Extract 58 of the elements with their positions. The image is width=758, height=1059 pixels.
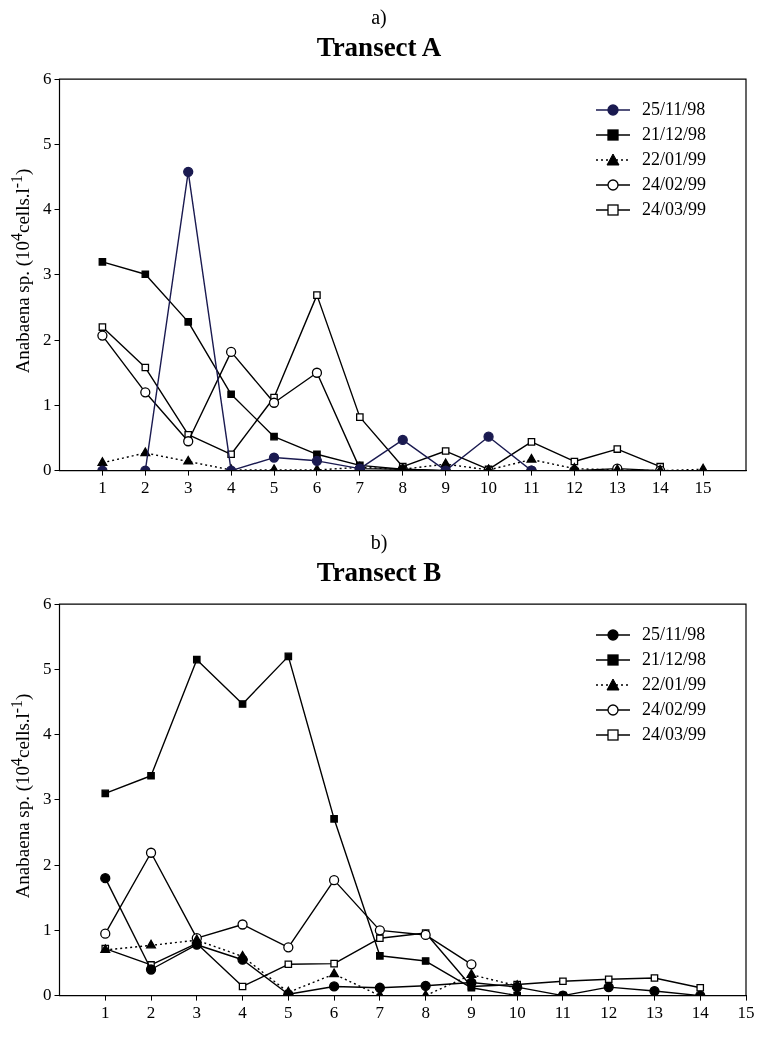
x-tick-label: 12 [600,1003,618,1023]
x-tick-label: 2 [141,478,150,498]
x-tick-label: 10 [480,478,498,498]
y-tick-label: 1 [43,919,52,939]
legend-label: 24/03/99 [642,723,707,747]
x-tick-label: 5 [284,1003,293,1023]
y-tick-label: 0 [43,460,52,480]
x-tick-label: 11 [523,478,540,498]
x-tick-label: 1 [98,478,107,498]
x-tick-label: 15 [694,478,712,498]
x-tick-label: 7 [375,1003,385,1023]
y-tick-label: 1 [43,394,52,414]
x-tick-label: 6 [312,478,322,498]
legend-label: 22/01/99 [642,673,707,697]
x-tick-label: 9 [441,478,450,498]
y-tick-label: 5 [43,658,52,678]
x-tick-label: 8 [421,1003,430,1023]
x-tick-label: 8 [398,478,407,498]
legend-label: 25/11/98 [642,98,706,122]
legend-label: 22/01/99 [642,148,707,172]
x-tick-label: 13 [608,478,626,498]
y-tick-label: 5 [43,133,52,153]
x-tick-label: 4 [226,478,236,498]
x-tick-label: 11 [554,1003,572,1023]
legend-label: 25/11/98 [642,623,706,647]
legend-label: 24/02/99 [642,698,707,722]
x-tick-label: 7 [355,478,365,498]
y-tick-label: 6 [43,68,52,88]
x-tick-label: 9 [467,1003,476,1023]
legend-label: 21/12/98 [642,123,707,147]
chart-title: Transect A [315,32,443,64]
x-tick-label: 5 [269,478,279,498]
legend-label: 24/02/99 [642,173,707,197]
y-tick-label: 2 [43,329,52,349]
y-tick-label: 4 [43,199,52,219]
x-tick-label: 1 [101,1003,110,1023]
x-tick-label: 4 [238,1003,248,1023]
x-tick-label: 3 [192,1003,202,1023]
x-tick-label: 13 [645,1003,663,1023]
x-tick-label: 14 [691,1003,710,1023]
y-tick-label: 2 [43,854,52,874]
y-tick-label: 4 [43,724,52,744]
x-tick-label: 2 [146,1003,156,1023]
y-tick-label: 3 [43,789,52,809]
legend-label: 24/03/99 [642,198,707,222]
x-tick-label: 6 [329,1003,339,1023]
legend-label: 21/12/98 [642,648,707,672]
y-tick-label: 6 [43,593,52,613]
x-tick-label: 15 [737,1003,755,1023]
x-tick-label: 14 [651,478,670,498]
chart-title: Transect B [315,557,443,589]
x-tick-label: 10 [508,1003,526,1023]
text: a) [370,5,388,30]
x-tick-label: 3 [183,478,193,498]
text: b) [369,530,389,556]
y-tick-label: 0 [43,985,52,1005]
x-tick-label: 12 [565,478,583,498]
y-tick-label: 3 [43,264,52,284]
